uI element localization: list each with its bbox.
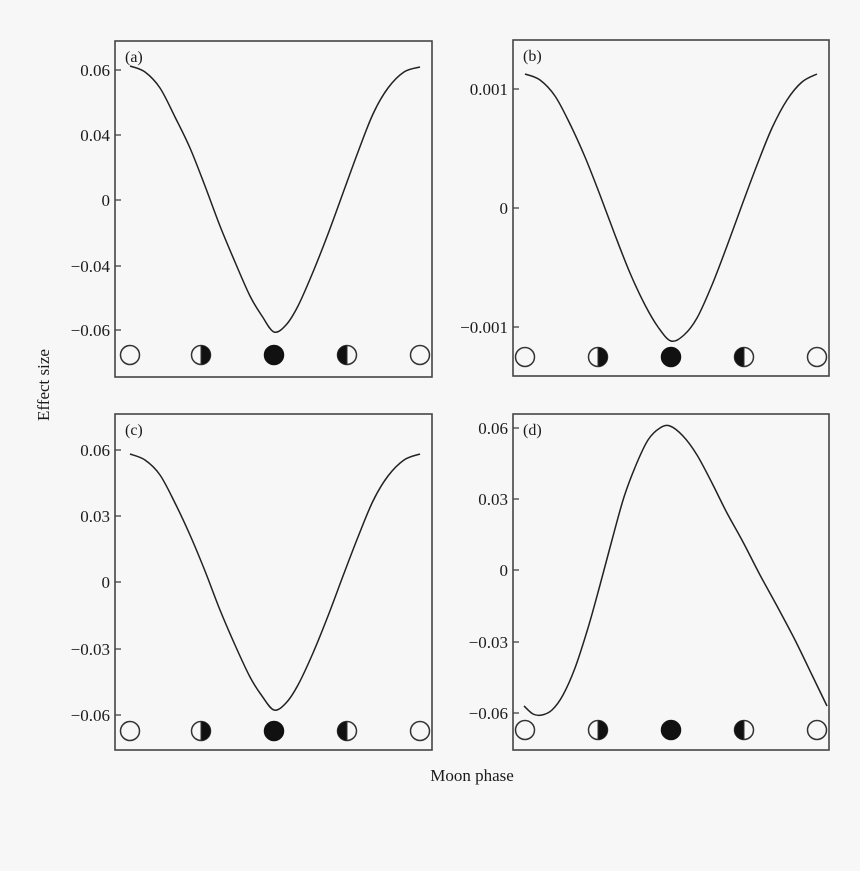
first-quarter-moon-icon bbox=[190, 344, 212, 366]
last-quarter-moon-icon bbox=[733, 719, 755, 741]
y-tick-label: 0.06 bbox=[80, 61, 110, 80]
y-tick-label: 0.001 bbox=[470, 80, 508, 99]
panel-c: (c) 0.06 0.03 0 −0.03 −0.06 bbox=[71, 413, 433, 751]
panel-label: (c) bbox=[125, 422, 143, 439]
full-moon-icon bbox=[806, 719, 828, 741]
first-quarter-moon-icon bbox=[587, 346, 609, 368]
y-tick-label: −0.03 bbox=[469, 633, 508, 652]
y-tick-label: −0.06 bbox=[71, 321, 110, 340]
panel-a: (a) 0.06 0.04 0 −0.04 −0.06 bbox=[71, 40, 433, 378]
panel-label: (b) bbox=[523, 48, 542, 65]
effect-size-curve bbox=[129, 65, 421, 334]
y-tick-label: −0.04 bbox=[71, 257, 111, 276]
full-moon-icon bbox=[409, 720, 431, 742]
last-quarter-moon-icon bbox=[336, 720, 358, 742]
y-tick-label: −0.06 bbox=[469, 704, 508, 723]
full-moon-icon bbox=[514, 719, 536, 741]
x-axis-label: Moon phase bbox=[430, 766, 514, 785]
new-moon-icon bbox=[660, 719, 682, 741]
first-quarter-moon-icon bbox=[587, 719, 609, 741]
y-tick-label: −0.06 bbox=[71, 706, 110, 725]
last-quarter-moon-icon bbox=[336, 344, 358, 366]
full-moon-icon bbox=[119, 344, 141, 366]
first-quarter-moon-icon bbox=[190, 720, 212, 742]
effect-size-curve bbox=[524, 73, 818, 343]
full-moon-icon bbox=[806, 346, 828, 368]
full-moon-icon bbox=[514, 346, 536, 368]
panel-d: (d) 0.06 0.03 0 −0.03 −0.06 bbox=[469, 413, 830, 751]
panel-label: (a) bbox=[125, 49, 143, 66]
new-moon-icon bbox=[263, 720, 285, 742]
y-tick-label: 0.06 bbox=[80, 441, 110, 460]
full-moon-icon bbox=[409, 344, 431, 366]
plot-frame bbox=[114, 413, 433, 751]
y-tick-label: −0.001 bbox=[460, 318, 508, 337]
y-tick-label: 0.03 bbox=[478, 490, 508, 509]
plot-frame bbox=[512, 413, 830, 751]
plot-frame bbox=[114, 40, 433, 378]
effect-size-curve bbox=[129, 453, 421, 711]
plot-frame bbox=[512, 39, 830, 377]
y-tick-label: 0.04 bbox=[80, 126, 110, 145]
full-moon-icon bbox=[119, 720, 141, 742]
y-tick-label: 0 bbox=[102, 191, 111, 210]
y-tick-label: 0.03 bbox=[80, 507, 110, 526]
y-tick-label: 0 bbox=[102, 573, 111, 592]
new-moon-icon bbox=[660, 346, 682, 368]
y-axis-label: Effect size bbox=[34, 349, 53, 421]
effect-size-curve bbox=[523, 424, 828, 717]
panel-label: (d) bbox=[523, 422, 542, 439]
y-tick-label: 0.06 bbox=[478, 419, 508, 438]
last-quarter-moon-icon bbox=[733, 346, 755, 368]
panel-b: (b) 0.001 0 −0.001 bbox=[460, 39, 830, 377]
new-moon-icon bbox=[263, 344, 285, 366]
y-tick-label: −0.03 bbox=[71, 640, 110, 659]
y-tick-label: 0 bbox=[500, 199, 509, 218]
y-tick-label: 0 bbox=[500, 561, 509, 580]
